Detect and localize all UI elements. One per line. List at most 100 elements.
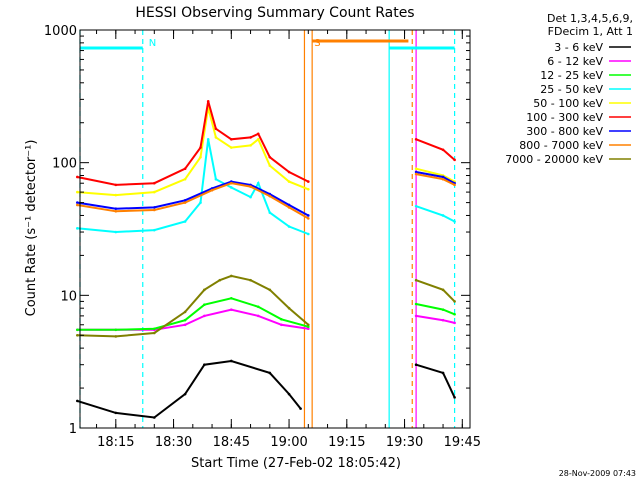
x-tick-label: 19:00 xyxy=(270,435,307,450)
data-point xyxy=(280,317,283,321)
data-point xyxy=(268,288,272,292)
footer-timestamp: 28-Nov-2009 07:43 xyxy=(559,469,636,478)
data-point xyxy=(214,127,218,131)
data-point xyxy=(414,302,418,306)
data-point xyxy=(153,190,156,194)
series-line xyxy=(415,205,456,223)
data-point xyxy=(76,203,79,207)
data-point xyxy=(441,318,445,322)
data-point xyxy=(114,193,118,197)
data-point xyxy=(287,225,291,228)
legend-title-line: FDecim 1, Att 1 xyxy=(548,25,633,38)
data-point xyxy=(307,327,310,331)
data-point xyxy=(153,181,156,185)
data-point xyxy=(249,136,252,139)
axes-layer: 18:15 18:30 18:45 19:00 19:15 19:30 19:45 1 10 10… xyxy=(44,24,481,450)
legend-label: 25 - 50 keV xyxy=(540,83,603,96)
data-point xyxy=(249,185,252,188)
data-point xyxy=(453,158,456,162)
legend-label: 800 - 7000 keV xyxy=(519,139,603,152)
data-point xyxy=(441,371,445,375)
data-point xyxy=(249,144,252,147)
series-line xyxy=(415,303,455,316)
data-point xyxy=(287,306,291,310)
data-point xyxy=(414,172,418,176)
data-point xyxy=(307,232,310,236)
data-point xyxy=(268,371,272,375)
data-point xyxy=(453,220,456,223)
legend-label: 100 - 300 keV xyxy=(526,111,603,124)
data-point xyxy=(256,132,260,136)
data-point xyxy=(153,206,156,209)
data-point xyxy=(183,318,187,322)
data-point xyxy=(249,195,252,199)
data-point xyxy=(299,407,302,410)
data-point xyxy=(453,321,456,325)
data-point xyxy=(414,167,418,171)
data-point xyxy=(76,227,79,230)
series-layer xyxy=(76,100,456,419)
data-point xyxy=(218,278,222,282)
data-point xyxy=(256,314,260,318)
series-line xyxy=(77,182,309,220)
x-tick-label: 18:30 xyxy=(155,435,192,450)
data-point xyxy=(441,148,445,152)
series-line xyxy=(415,138,456,161)
y-axis-label: Count Rate (s⁻¹ detector⁻¹) xyxy=(24,140,39,317)
data-point xyxy=(256,138,260,141)
data-point xyxy=(206,138,210,141)
data-point xyxy=(199,155,202,159)
data-point xyxy=(287,392,291,396)
data-point xyxy=(230,186,233,189)
data-point xyxy=(441,177,445,181)
data-point xyxy=(280,323,283,327)
data-point xyxy=(256,181,260,185)
data-point xyxy=(307,214,310,217)
x-tick-label: 18:15 xyxy=(97,435,134,450)
data-point xyxy=(114,207,118,210)
data-point xyxy=(76,175,79,179)
data-point xyxy=(268,211,272,214)
y-tick-label: 100 xyxy=(52,157,77,172)
data-point xyxy=(114,335,118,338)
data-point xyxy=(287,203,291,207)
x-tick-label: 18:45 xyxy=(213,435,250,450)
data-point xyxy=(414,278,418,282)
data-point xyxy=(249,278,252,282)
series-line xyxy=(77,359,302,419)
series-line xyxy=(77,101,309,186)
legend-label: 12 - 25 keV xyxy=(540,69,603,82)
data-point xyxy=(307,180,310,183)
data-point xyxy=(76,201,79,204)
x-tick-label: 19:30 xyxy=(386,435,423,450)
data-point xyxy=(183,323,187,327)
data-point xyxy=(183,220,187,223)
data-point xyxy=(414,170,418,174)
data-point xyxy=(183,201,187,204)
data-point xyxy=(441,175,445,179)
annotation-label: N xyxy=(149,38,156,49)
legend-label: 3 - 6 keV xyxy=(554,41,603,54)
data-point xyxy=(441,214,445,217)
legend-label: 6 - 12 keV xyxy=(547,55,603,68)
series-line xyxy=(77,308,309,331)
data-point xyxy=(453,396,456,399)
data-point xyxy=(183,167,187,171)
data-point xyxy=(307,323,310,327)
data-point xyxy=(230,308,233,311)
x-tick-label: 19:45 xyxy=(444,435,481,450)
data-point xyxy=(153,327,156,331)
data-point xyxy=(414,363,418,367)
y-tick-label: 1 xyxy=(69,422,77,437)
data-point xyxy=(203,288,206,292)
data-point xyxy=(153,228,156,232)
data-point xyxy=(414,138,418,141)
data-point xyxy=(114,209,118,213)
data-point xyxy=(453,300,456,303)
series-line xyxy=(77,107,309,197)
legend-label: 7000 - 20000 keV xyxy=(505,153,603,166)
x-tick-label: 19:15 xyxy=(328,435,365,450)
